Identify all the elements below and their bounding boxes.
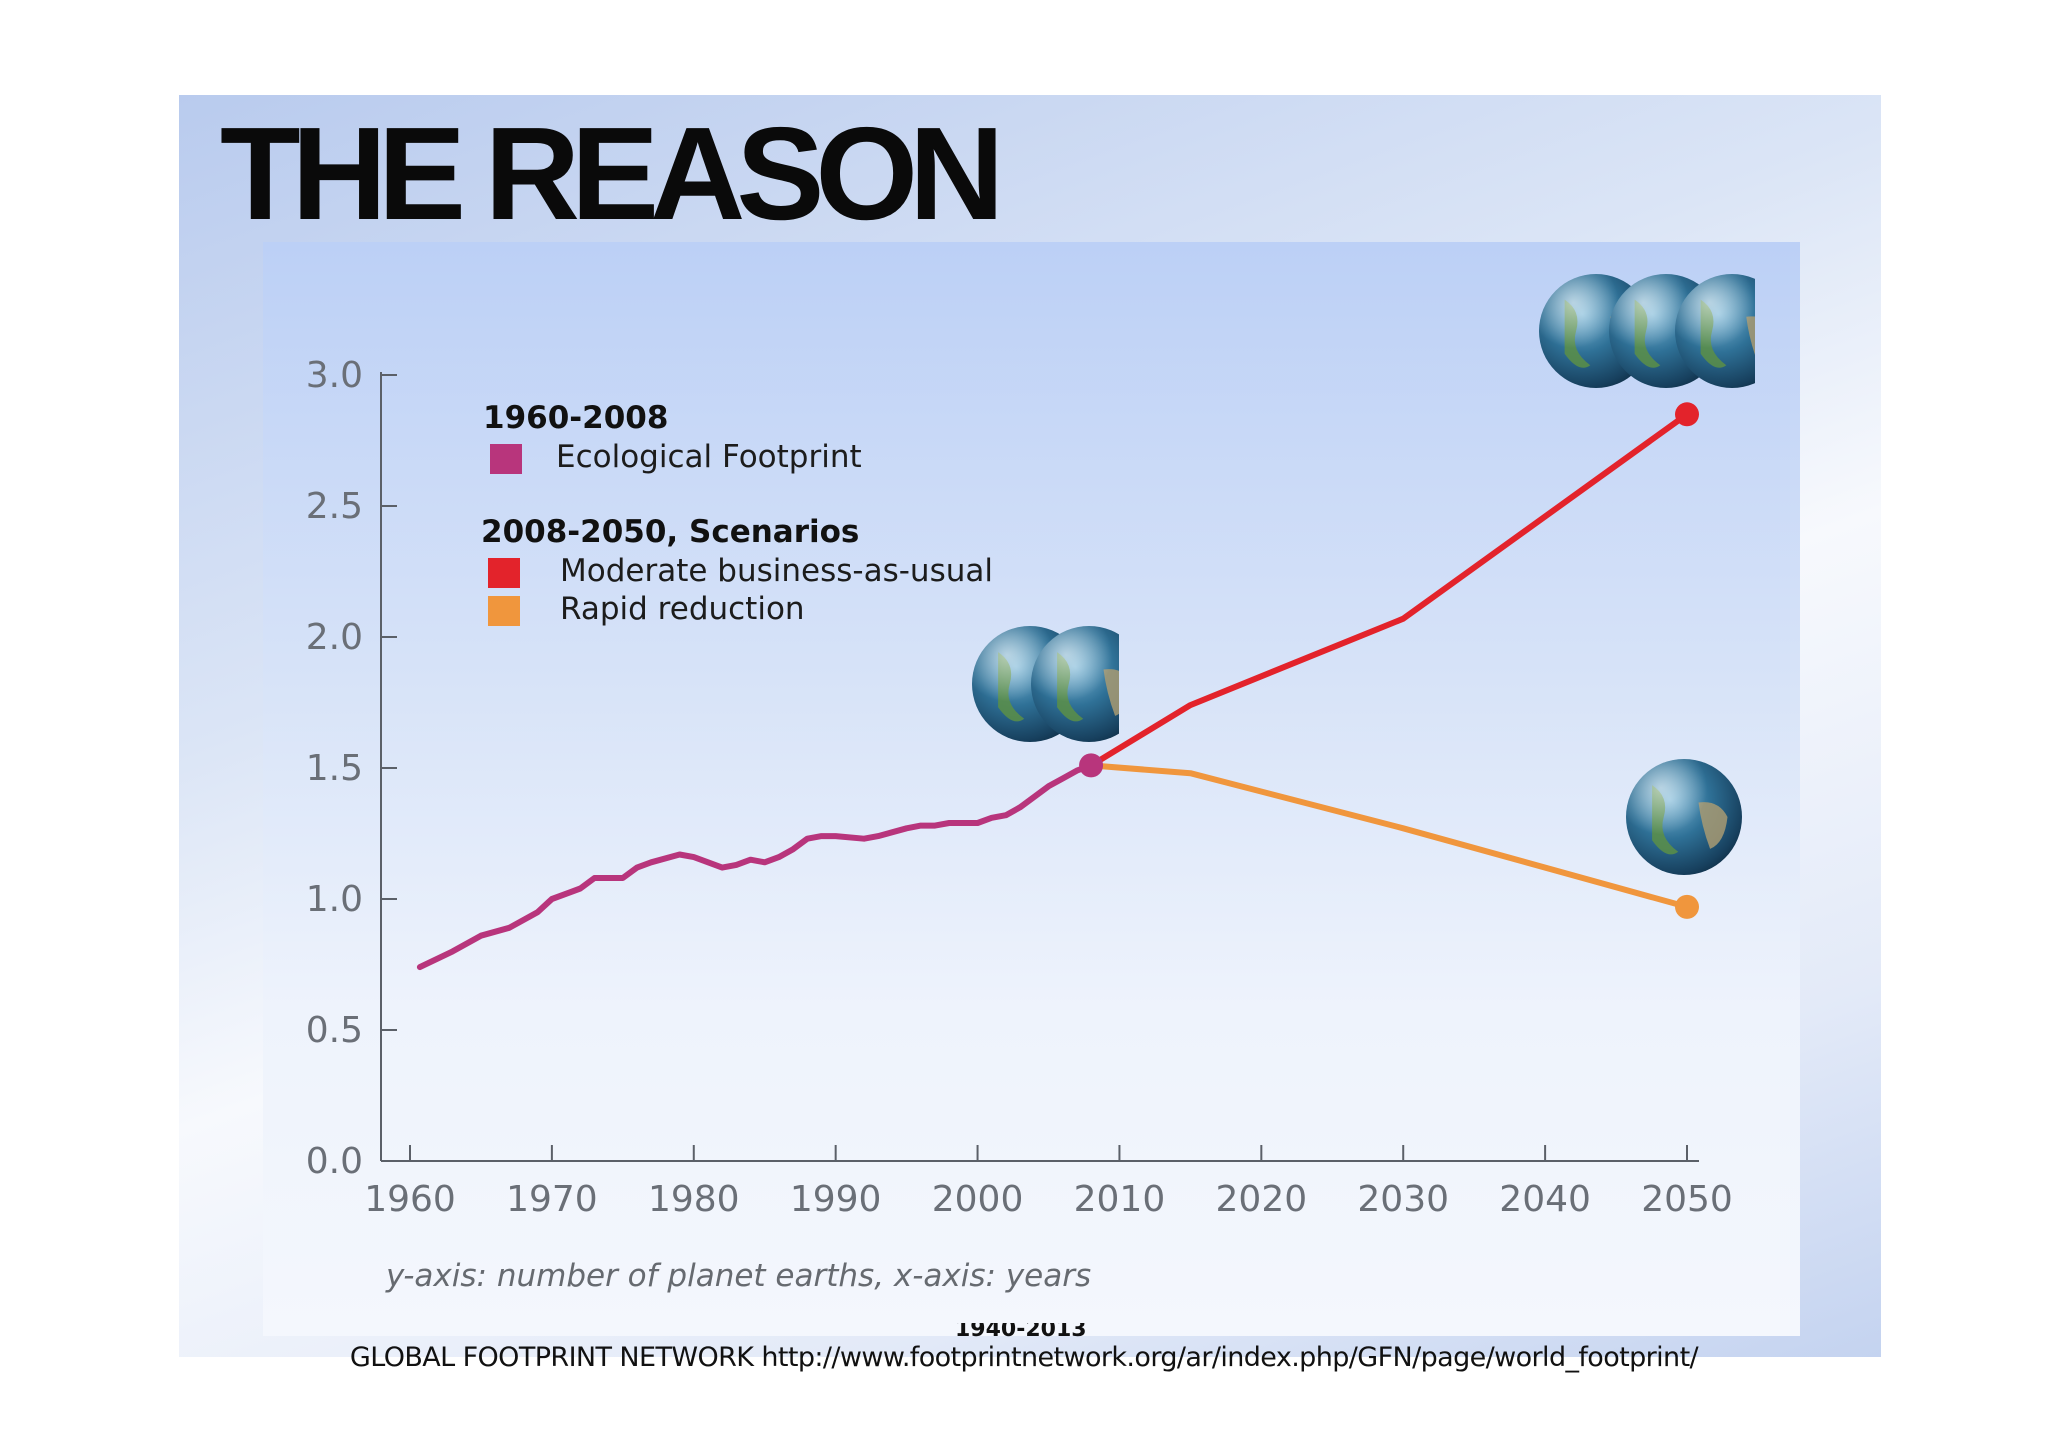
footprint-chart: 0.0 0.5 1.0 1.5 2.0 2.5 3.0 1960 1970 1980 1990 200…: [306, 274, 1755, 1294]
series-line-ecological-footprint: [416, 762, 1095, 971]
series-end-marker-rapid-reduction: [1675, 894, 1699, 919]
legend-swatch-ecological-footprint: [490, 444, 522, 474]
legend-label-ecological-footprint: Ecological Footprint: [556, 439, 862, 475]
chart-axes: [380, 372, 1699, 1162]
source-citation: GLOBAL FOOTPRINT NETWORK http://www.foot…: [349, 1342, 1699, 1373]
axis-description-note: y-axis: number of planet earths, x-axis:…: [385, 1258, 1091, 1294]
earth-icon: [1031, 626, 1119, 742]
series-line-rapid-reduction: [1088, 762, 1690, 910]
x-tick-label-1960: 1960: [364, 1179, 456, 1220]
y-tick-label-1.0: 1.0: [306, 879, 363, 920]
x-tick-label-2050: 2050: [1641, 1179, 1733, 1220]
y-tick-label-3.0: 3.0: [306, 355, 363, 396]
legend-swatch-moderate-business: [488, 558, 520, 588]
x-tick-label-1970: 1970: [506, 1179, 598, 1220]
series-end-marker-ecological-footprint: [1079, 753, 1104, 778]
chart-ticks: 0.0 0.5 1.0 1.5 2.0 2.5 3.0 1960 1970 1980 1990 200…: [306, 355, 1733, 1220]
three-earths-icon: [1539, 274, 1755, 388]
chart-panel: 0.0 0.5 1.0 1.5 2.0 2.5 3.0 1960 1970 1980 1990 200…: [263, 242, 1800, 1336]
series-line-moderate-business-as-usual: [1088, 411, 1690, 769]
earth-icon: [1675, 274, 1755, 388]
legend-group-scenarios: 2008-2050, Scenarios: [481, 514, 859, 550]
legend-group-1960-2008: 1960-2008: [483, 400, 668, 436]
chart-series: [416, 402, 1699, 971]
overlapped-caption-text: 1940-2013: [955, 1323, 1087, 1337]
y-tick-label-2.5: 2.5: [306, 486, 363, 527]
one-earth-icon: [1626, 759, 1742, 875]
chart-legend: 1960-2008 Ecological Footprint 2008-2050…: [481, 400, 993, 627]
y-tick-label-2.0: 2.0: [306, 617, 363, 658]
x-tick-label-2000: 2000: [932, 1179, 1024, 1220]
globe-shine: [1626, 759, 1742, 875]
x-tick-label-2040: 2040: [1499, 1179, 1591, 1220]
globe-shine: [1675, 274, 1755, 388]
y-tick-label-1.5: 1.5: [306, 748, 363, 789]
globe-shine: [1031, 626, 1119, 742]
globe-annotations: [972, 274, 1755, 875]
x-tick-label-2030: 2030: [1357, 1179, 1449, 1220]
series-end-marker-moderate-business-as-usual: [1675, 402, 1699, 427]
y-tick-label-0.5: 0.5: [306, 1010, 363, 1051]
x-tick-label-1980: 1980: [648, 1179, 740, 1220]
x-tick-label-2010: 2010: [1074, 1179, 1166, 1220]
y-tick-label-0.0: 0.0: [306, 1141, 363, 1182]
x-tick-label-2020: 2020: [1216, 1179, 1308, 1220]
x-tick-label-1990: 1990: [790, 1179, 882, 1220]
slide-title: THE REASON: [220, 100, 1004, 247]
two-earths-icon: [972, 626, 1119, 742]
legend-swatch-rapid-reduction: [488, 596, 520, 626]
legend-label-moderate-business: Moderate business-as-usual: [560, 553, 993, 589]
legend-label-rapid-reduction: Rapid reduction: [560, 591, 805, 627]
